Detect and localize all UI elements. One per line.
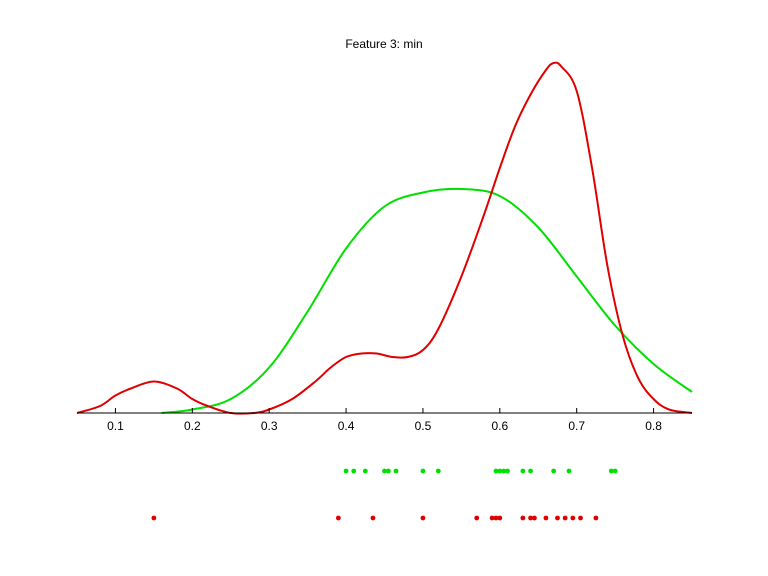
x-tick-label: 0.3 — [261, 419, 278, 433]
x-tick-label: 0.4 — [338, 419, 355, 433]
rug-point — [474, 515, 480, 521]
rug-point — [151, 515, 157, 521]
rug-point — [501, 468, 507, 474]
rug-point — [578, 515, 583, 521]
rug-point — [608, 468, 614, 474]
rug-point — [493, 468, 499, 474]
rug-point — [497, 468, 503, 474]
rug-point — [351, 468, 357, 474]
rug-point — [555, 515, 560, 521]
rug-point — [520, 468, 526, 474]
x-tick-label: 0.6 — [491, 419, 508, 433]
density-curve-1 — [161, 187, 693, 414]
rug-point — [335, 515, 341, 521]
rug-point — [385, 468, 391, 474]
x-tick-label: 0.1 — [107, 419, 124, 433]
rug-point — [528, 468, 533, 474]
rug-point — [435, 468, 441, 474]
rug-point — [393, 468, 399, 474]
rug-point — [566, 468, 572, 474]
x-tick-label: 0.7 — [568, 419, 585, 433]
rug-point — [420, 515, 426, 521]
rug-point — [420, 468, 426, 474]
chart-title: Feature 3: min — [345, 37, 422, 51]
rug-point — [593, 515, 599, 521]
rug-point — [493, 515, 499, 521]
rug-point — [362, 468, 368, 474]
rug-point — [562, 515, 568, 521]
rug-point — [370, 515, 376, 521]
rug-plots — [151, 468, 618, 521]
rug-point — [343, 468, 349, 474]
rug-point — [532, 515, 537, 521]
rug-point — [505, 468, 510, 474]
x-tick-label: 0.2 — [184, 419, 201, 433]
x-tick-label: 0.5 — [415, 419, 432, 433]
rug-point — [612, 468, 618, 474]
rug-point — [520, 515, 526, 521]
rug-point — [543, 515, 549, 521]
rug-point — [497, 515, 503, 521]
density-curves — [76, 61, 693, 415]
x-tick-label: 0.8 — [645, 419, 662, 433]
x-axis-ticks: 0.1 0.2 0.3 0.4 0.5 0.6 0.7 0.8 — [107, 408, 662, 433]
rug-point — [382, 468, 387, 474]
rug-point — [551, 468, 557, 474]
rug-point — [570, 515, 576, 521]
density-curve-2 — [76, 61, 693, 415]
rug-point — [528, 515, 533, 521]
rug-point — [489, 515, 495, 521]
